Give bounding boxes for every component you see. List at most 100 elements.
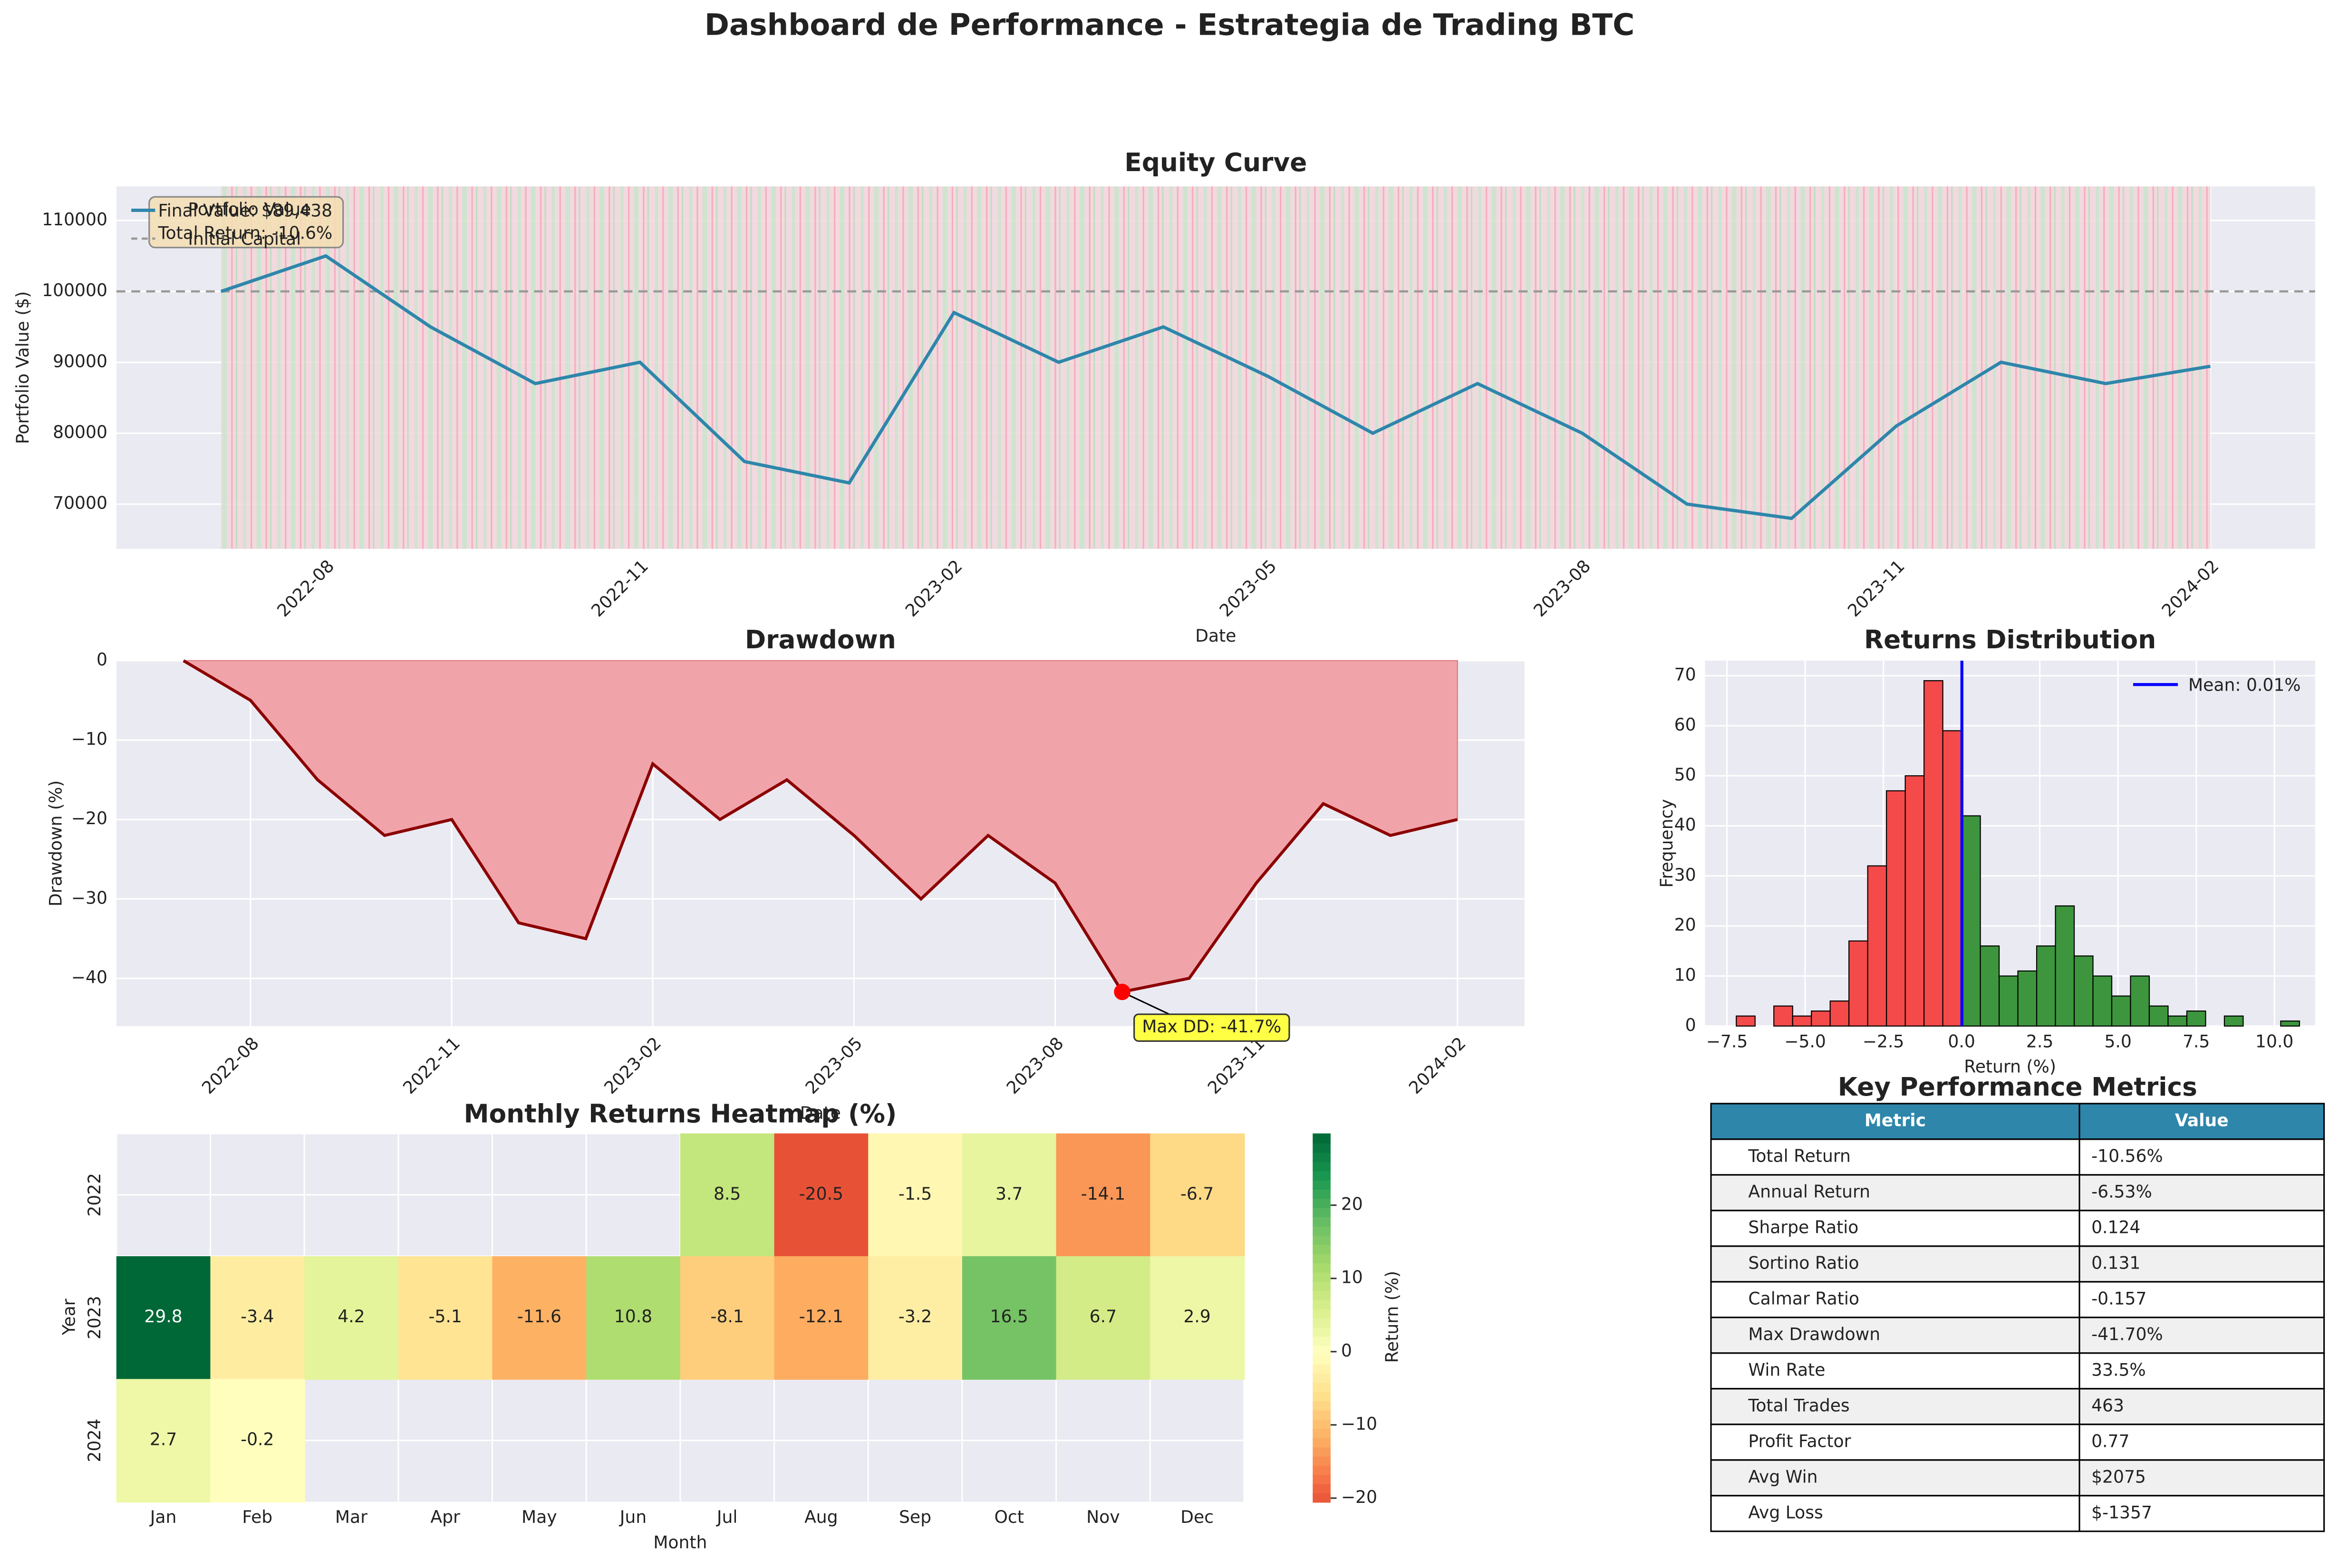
histogram-bar [1923,680,1943,1027]
colorbar-segment [1313,1161,1331,1172]
histogram-bar [2073,955,2094,1027]
x-tick-label: Nov [1086,1507,1120,1527]
colorbar-segment [1313,1308,1331,1319]
table-cell: -0.157 [2091,1289,2146,1308]
cell-label: -8.1 [710,1307,744,1327]
table-cell: Sharpe Ratio [1748,1217,1858,1237]
colorbar-segment [1313,1299,1331,1309]
colorbar-segment [1313,1419,1331,1429]
colorbar-segment [1313,1474,1331,1484]
histogram-bar [2036,945,2056,1027]
y-tick-label: −40 [71,967,107,987]
histogram-bar [2111,995,2131,1027]
table-row [1710,1495,2325,1532]
x-tick-label: Sep [899,1507,931,1527]
heatmap-cell [116,1379,212,1503]
heatmap-cell [116,1256,212,1380]
table-cell: $2075 [2091,1467,2146,1487]
colorbar-segment [1313,1216,1331,1227]
table-cell: 33.5% [2091,1360,2146,1380]
y-tick-label: 80000 [53,422,107,442]
chart-title: Returns Distribution [1864,625,2156,654]
colorbar-segment [1313,1364,1331,1374]
colorbar-segment [1313,1207,1331,1217]
table-row [1710,1245,2325,1283]
heatmap-cell [868,1256,963,1380]
y-axis-label: Year [59,1299,79,1336]
colorbar-segment [1313,1170,1331,1181]
histogram-bar [1773,1005,1793,1027]
x-tick-label: May [522,1507,557,1527]
heatmap-cell [962,1256,1057,1380]
heatmap-cell [680,1133,775,1257]
cell-label: -3.2 [899,1307,932,1327]
x-tick-label: Feb [242,1507,272,1527]
colorbar-segment [1313,1492,1331,1503]
cell-label: -5.1 [428,1307,462,1327]
x-tick-label: Mar [335,1507,367,1527]
x-axis-label: Date [800,1103,841,1123]
legend-label: Mean: 0.01% [2188,675,2301,695]
cell-label: 6.7 [1090,1307,1117,1327]
y-tick-label: 70000 [53,493,107,513]
table-cell: Total Trades [1748,1395,1849,1415]
colorbar-segment [1313,1143,1331,1153]
x-tick-label: Apr [430,1507,460,1527]
y-tick-label: 2022 [85,1173,105,1217]
table-cell: Total Return [1748,1146,1850,1166]
x-tick-label: 2.5 [2026,1031,2053,1051]
table-cell: Avg Loss [1748,1502,1823,1522]
colorbar-segment [1313,1271,1331,1282]
colorbar-segment [1313,1318,1331,1328]
histogram-bar [1942,730,1962,1027]
table-cell: $-1357 [2091,1502,2152,1522]
heatmap-cell [210,1379,305,1503]
histogram-bar [2130,975,2150,1027]
drawdown-line [183,659,1458,994]
cell-label: 8.5 [714,1184,741,1204]
heatmap-cell [774,1133,869,1257]
max-drawdown-point [1114,983,1131,1000]
table-cell: Annual Return [1748,1182,1870,1202]
annotation-text: Total Return: -10.6% [158,223,333,243]
table-cell: Max Drawdown [1748,1324,1880,1344]
x-tick-label: 0.0 [1948,1031,1975,1051]
cell-label: -20.5 [799,1184,843,1204]
colorbar-segment [1313,1336,1331,1347]
colorbar-segment [1313,1437,1331,1448]
colorbar-segment [1313,1354,1331,1365]
heatmap-cell [492,1256,587,1380]
table-cell: 0.124 [2091,1217,2140,1237]
heatmap-cell [398,1256,493,1380]
histogram-bar [2092,975,2113,1027]
colorbar-segment [1313,1225,1331,1236]
histogram-bar [1867,865,1887,1027]
table-row [1710,1317,2325,1354]
cell-label: -12.1 [799,1307,843,1327]
heatmap-cell [868,1133,963,1257]
table-row [1710,1459,2325,1497]
heatmap-cell [1056,1256,1151,1380]
legend-label: Initial Capital [188,229,301,249]
cell-label: 16.5 [990,1307,1028,1327]
table-cell: 0.131 [2091,1253,2140,1273]
cell-label: 29.8 [144,1307,182,1327]
heatmap-cell [1150,1256,1245,1380]
cell-label: -3.4 [241,1307,274,1327]
histogram-bar [2055,905,2075,1027]
colorbar-tick-label: 20 [1341,1194,1363,1214]
histogram-bar [1829,1000,1850,1027]
legend-label: Portfolio Value [188,199,311,219]
y-tick-label: −30 [71,888,107,908]
table-row [1710,1210,2325,1247]
histogram-bar [1886,790,1906,1027]
table-row [1710,1138,2325,1176]
table-cell: -41.70% [2091,1324,2163,1344]
colorbar-segment [1313,1253,1331,1263]
histogram-bar [1961,815,1981,1027]
y-tick-label: 50 [1674,765,1696,785]
x-axis-label: Date [1195,626,1236,646]
cell-label: 10.8 [614,1307,652,1327]
table-cell: -6.53% [2091,1182,2152,1202]
histogram-bar [2148,1005,2169,1027]
